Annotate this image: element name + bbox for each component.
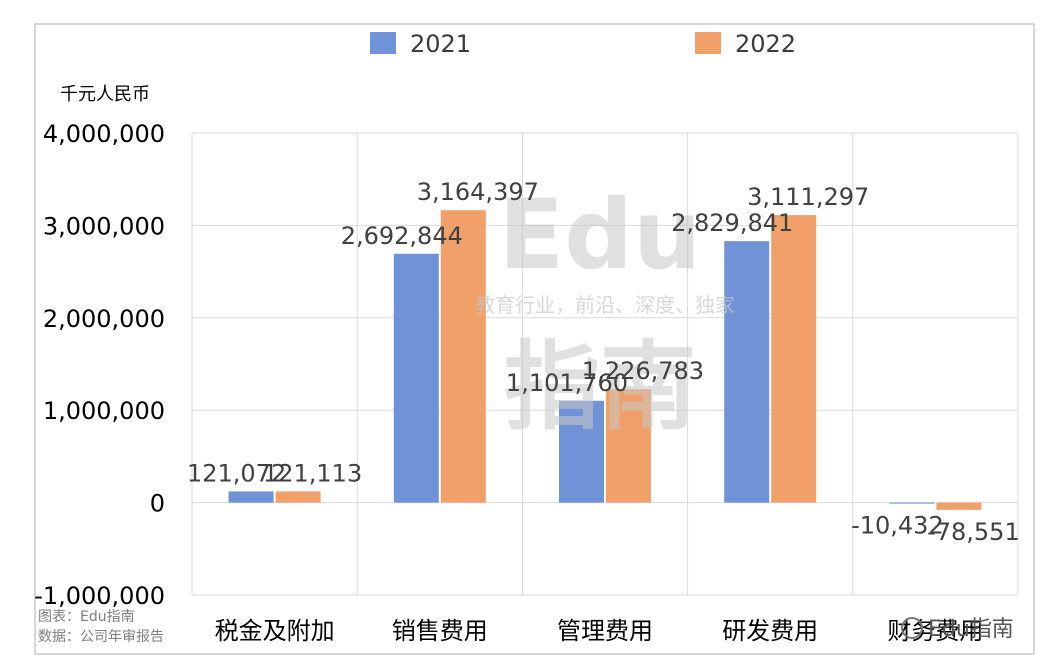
bar-2021-0 <box>228 491 274 503</box>
data-label-2021-3: 2,829,841 <box>671 209 793 237</box>
y-tick-label: 4,000,000 <box>43 120 165 148</box>
data-label-2021-2: 1,101,760 <box>506 369 628 397</box>
data-label-2021-0: 121,072 <box>187 459 286 487</box>
bar-2021-3 <box>724 241 770 503</box>
bar-2022-2 <box>606 389 651 503</box>
legend-swatch-2021 <box>370 32 396 54</box>
legend-label-2022: 2022 <box>735 30 796 58</box>
data-label-2022-3: 3,111,297 <box>747 183 869 211</box>
data-label-2022-2: 1,226,783 <box>582 357 704 385</box>
legend-swatch-2022 <box>695 32 721 54</box>
y-tick-label: 0 <box>150 490 165 518</box>
corner-brand-text: Edu指南 <box>928 617 1014 642</box>
y-tick-label: 2,000,000 <box>43 305 165 333</box>
bar-2021-1 <box>393 253 439 503</box>
watermark: Edu 教育行业，前沿、深度、独家 指南 <box>475 179 735 443</box>
data-label-2021-1: 2,692,844 <box>341 222 463 250</box>
footer-chart-source: 图表：Edu指南 <box>38 609 135 625</box>
y-axis-ticks: 4,000,000 3,000,000 2,000,000 1,000,000 0 -1,… <box>34 120 165 610</box>
data-label-2022-1: 3,164,397 <box>417 178 539 206</box>
x-tick-label: 管理费用 <box>557 617 653 645</box>
data-label-2021-4: -10,432 <box>851 512 944 540</box>
x-axis-ticks: 税金及附加 销售费用 管理费用 研发费用 财务费用 <box>215 617 984 645</box>
legend-label-2021: 2021 <box>410 30 471 58</box>
bar-2022-3 <box>771 215 817 503</box>
grid-layer <box>191 132 1019 596</box>
bars <box>228 210 982 510</box>
legend: 2021 2022 <box>370 30 796 58</box>
chart-frame <box>34 23 1035 655</box>
watermark-tagline: 教育行业，前沿、深度、独家 <box>475 293 735 317</box>
y-tick-label: 1,000,000 <box>43 397 165 425</box>
wechat-icon <box>901 617 923 639</box>
data-label-2022-4: -78,551 <box>927 518 1020 546</box>
watermark-edu: Edu <box>499 179 702 291</box>
data-label-2022-0: 121,113 <box>263 459 362 487</box>
y-tick-label: -1,000,000 <box>34 582 165 610</box>
x-tick-label: 销售费用 <box>392 617 488 645</box>
x-tick-label: 税金及附加 <box>215 617 335 645</box>
bar-2021-4 <box>889 502 935 504</box>
y-tick-label: 3,000,000 <box>43 212 165 240</box>
bar-2022-1 <box>440 210 486 503</box>
bar-2021-2 <box>559 400 604 503</box>
bar-2022-4 <box>936 502 982 510</box>
x-tick-label: 研发费用 <box>722 617 818 645</box>
footer-data-source: 数据：公司年审报告 <box>38 629 164 645</box>
y-unit-label: 千元人民币 <box>60 84 150 105</box>
bar-2022-0 <box>275 491 321 503</box>
corner-brand: Edu指南 <box>901 617 1014 642</box>
watermark-zhinan: 指南 <box>504 331 696 443</box>
